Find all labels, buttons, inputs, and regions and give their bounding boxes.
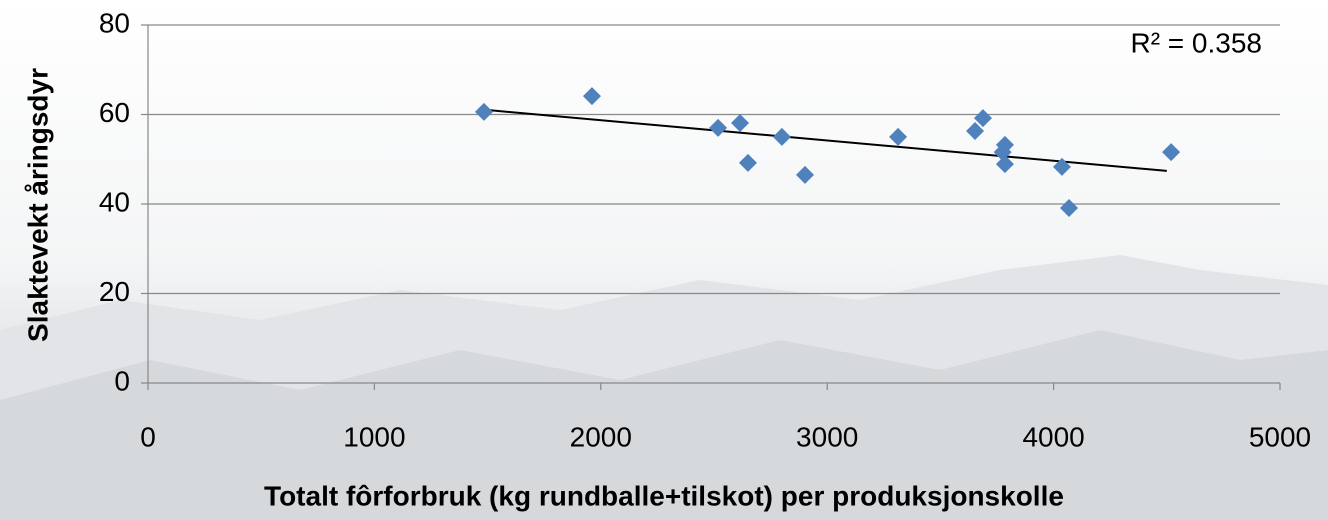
x-tick-label: 3000 bbox=[796, 421, 858, 452]
data-point bbox=[1162, 143, 1181, 162]
y-tick-label: 80 bbox=[99, 7, 130, 38]
x-tick-label: 4000 bbox=[1022, 421, 1084, 452]
data-point bbox=[993, 143, 1012, 162]
mountain-front bbox=[0, 330, 1328, 520]
data-point bbox=[738, 153, 757, 172]
data-point bbox=[1052, 157, 1071, 176]
data-point bbox=[474, 102, 493, 121]
y-tick-label: 60 bbox=[99, 97, 130, 128]
data-point bbox=[973, 109, 992, 128]
data-point bbox=[772, 127, 791, 146]
data-point bbox=[709, 118, 728, 137]
trendline bbox=[487, 109, 1167, 172]
x-tick-label: 2000 bbox=[570, 421, 632, 452]
data-point bbox=[731, 114, 750, 133]
data-point bbox=[966, 122, 985, 141]
y-tick-label: 20 bbox=[99, 276, 130, 307]
y-tick-label: 40 bbox=[99, 186, 130, 217]
y-axis-title: Slaktevekt åringsdyr bbox=[22, 68, 53, 342]
data-point bbox=[1059, 199, 1078, 218]
x-tick-label: 0 bbox=[140, 421, 156, 452]
data-point bbox=[995, 155, 1014, 174]
data-point bbox=[889, 127, 908, 146]
x-axis-title: Totalt fôrforbruk (kg rundballe+tilskot)… bbox=[264, 480, 1064, 511]
x-tick-label: 1000 bbox=[343, 421, 405, 452]
data-point bbox=[582, 87, 601, 106]
y-tick-label: 0 bbox=[114, 365, 130, 396]
data-point bbox=[796, 165, 815, 184]
r-squared: R² = 0.358 bbox=[1130, 27, 1262, 58]
x-tick-label: 5000 bbox=[1249, 421, 1311, 452]
